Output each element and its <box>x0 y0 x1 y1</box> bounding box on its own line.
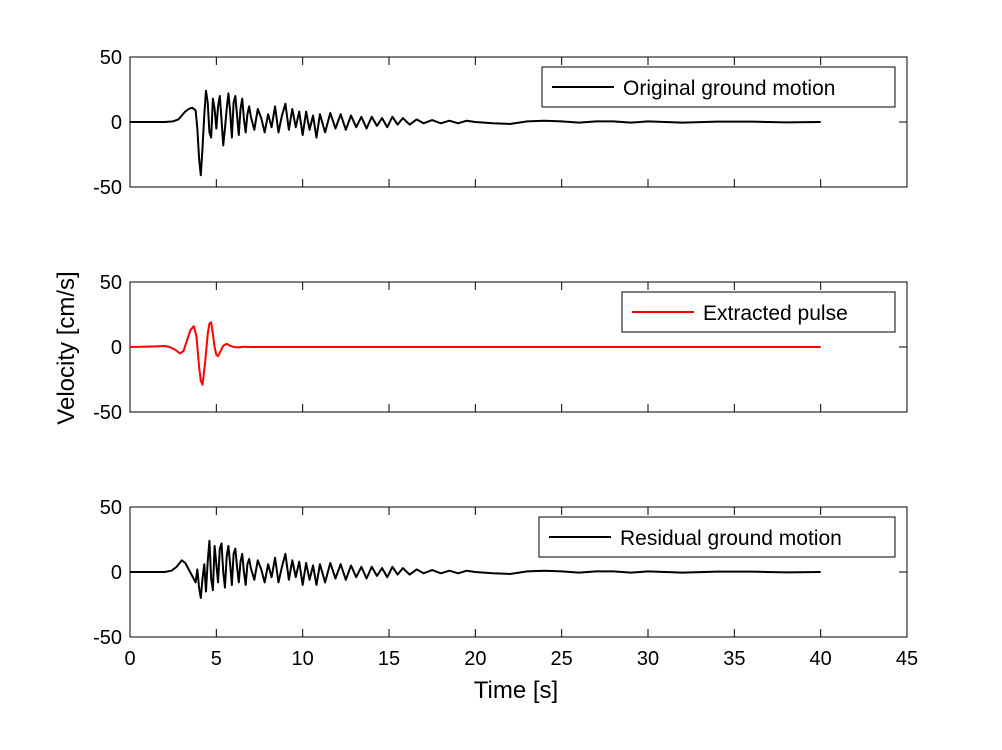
y-tick-label: 0 <box>111 562 122 584</box>
y-tick-label: -50 <box>93 177 122 199</box>
x-tick-label: 45 <box>896 648 918 670</box>
x-tick-label: 30 <box>637 648 659 670</box>
x-axis-label: Time [s] <box>474 677 558 704</box>
x-tick-label: 40 <box>810 648 832 670</box>
y-tick-label: 50 <box>100 497 122 519</box>
series-line <box>129 321 821 386</box>
x-tick-label: 35 <box>723 648 745 670</box>
legend-label: Original ground motion <box>623 77 835 100</box>
x-tick-label: 25 <box>551 648 573 670</box>
y-tick-label: 0 <box>111 112 122 134</box>
y-tick-label: -50 <box>93 627 122 649</box>
y-axis-label: Velocity [cm/s] <box>53 271 80 424</box>
panel-original-ground-motion: -50 0 50 Original ground motion <box>93 47 908 199</box>
legend-label: Residual ground motion <box>620 527 842 550</box>
series-line <box>130 89 821 177</box>
y-tick-label: 50 <box>100 47 122 69</box>
panel-extracted-pulse: -50 0 50 Extracted pulse <box>93 272 908 424</box>
x-tick-label: 15 <box>378 648 400 670</box>
x-tick-label: 5 <box>211 648 222 670</box>
legend-label: Extracted pulse <box>703 302 848 325</box>
y-tick-label: 0 <box>111 337 122 359</box>
series-line <box>130 539 821 599</box>
x-tick-label: 10 <box>292 648 314 670</box>
y-tick-label: 50 <box>100 272 122 294</box>
x-tick-label: 20 <box>464 648 486 670</box>
y-tick-label: -50 <box>93 402 122 424</box>
x-tick-label: 0 <box>124 648 135 670</box>
